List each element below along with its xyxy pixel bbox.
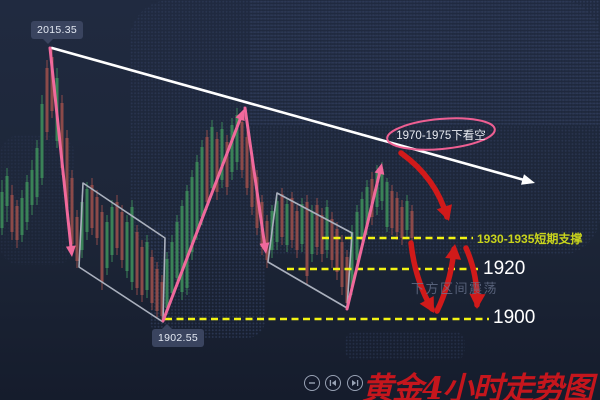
sell-zone-note: 1970-1975下看空 xyxy=(396,130,486,142)
skip-back-icon xyxy=(329,379,337,387)
price-tooltip-low: 1902.55 xyxy=(152,324,205,347)
skip-forward-button[interactable] xyxy=(347,375,363,391)
minus-button[interactable] xyxy=(304,375,320,391)
chart-title: 黄金4小时走势图 xyxy=(362,371,594,400)
skip-back-button[interactable] xyxy=(325,375,341,391)
price-label-1900: 1900 xyxy=(493,307,536,328)
range-watermark: 下方区间震荡 xyxy=(411,281,499,296)
skip-forward-icon xyxy=(351,379,359,387)
support-zone-label: 1930-1935短期支撑 xyxy=(477,232,583,246)
minus-icon xyxy=(308,379,316,387)
price-label-1920: 1920 xyxy=(483,258,526,279)
price-tooltip-high: 2015.35 xyxy=(31,21,84,44)
